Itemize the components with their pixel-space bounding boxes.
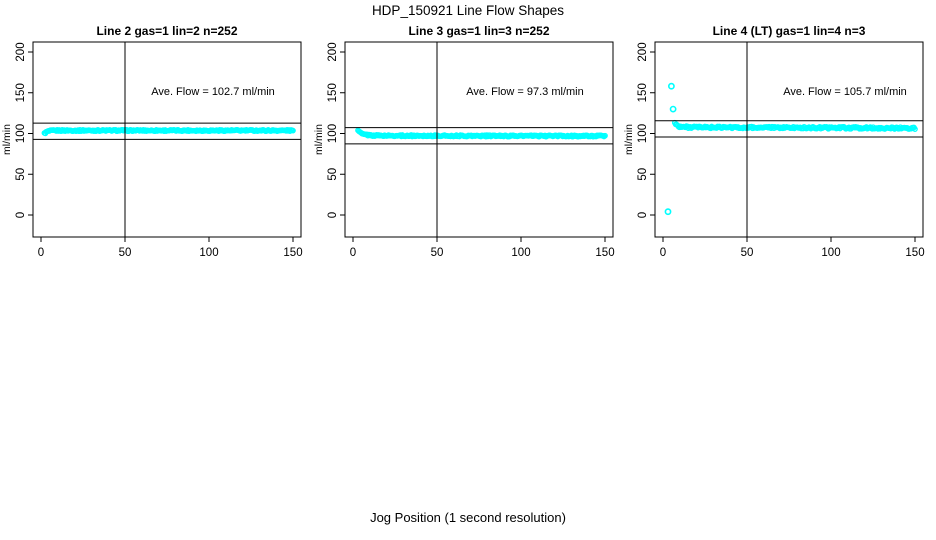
- x-tick-label: 150: [283, 247, 302, 259]
- plot-box: [344, 41, 614, 238]
- y-tick-label: 150: [327, 83, 339, 102]
- plot-box: [32, 41, 302, 238]
- x-tick-label: 100: [511, 247, 530, 259]
- panel-2-plot: 0 50 100 150 0 50 100 150 200 ml/min: [313, 41, 615, 259]
- y-tick-label: 100: [637, 124, 649, 143]
- outlier-point: [669, 105, 677, 113]
- x-axis-label: Jog Position (1 second resolution): [370, 510, 566, 525]
- panel-2-ave-flow-annotation: Ave. Flow = 97.3 ml/min: [466, 86, 584, 98]
- y-tick-label: 0: [15, 212, 27, 218]
- page-title: HDP_150921 Line Flow Shapes: [371, 3, 565, 18]
- data-point: [290, 127, 296, 134]
- y-tick-label: 200: [637, 42, 649, 61]
- y-tick-label: 100: [327, 124, 339, 143]
- y-tick-label: 100: [15, 124, 27, 143]
- y-tick-label: 50: [637, 168, 649, 181]
- panel-2-title: Line 3 gas=1 lin=3 n=252: [408, 24, 550, 38]
- y-axis-title: ml/min: [623, 124, 635, 155]
- x-tick-label: 100: [821, 247, 840, 259]
- y-tick-label: 0: [637, 212, 649, 218]
- x-tick-label: 0: [38, 247, 44, 259]
- y-tick-label: 0: [327, 212, 339, 218]
- x-tick-label: 50: [119, 247, 132, 259]
- y-tick-label: 200: [15, 42, 27, 61]
- panel-1-plot: 0 50 100 150 0 50 100 150 200 ml/min: [1, 41, 303, 259]
- x-tick-label: 150: [595, 247, 614, 259]
- y-tick-label: 50: [327, 168, 339, 181]
- data-point: [912, 126, 918, 132]
- outlier-point: [664, 208, 672, 216]
- panel-3-ave-flow-annotation: Ave. Flow = 105.7 ml/min: [783, 86, 907, 98]
- x-tick-label: 50: [431, 247, 444, 259]
- y-axis-title: ml/min: [313, 124, 325, 155]
- y-tick-label: 150: [15, 83, 27, 102]
- x-tick-label: 0: [660, 247, 666, 259]
- y-axis-title: ml/min: [1, 124, 13, 155]
- y-tick-label: 150: [637, 83, 649, 102]
- outlier-point: [668, 82, 675, 90]
- panel-1-title: Line 2 gas=1 lin=2 n=252: [96, 24, 238, 38]
- x-tick-label: 100: [199, 247, 218, 259]
- x-tick-label: 0: [350, 247, 356, 259]
- x-tick-label: 150: [905, 247, 924, 259]
- panel-1-ave-flow-annotation: Ave. Flow = 102.7 ml/min: [151, 86, 275, 98]
- panel-3-title: Line 4 (LT) gas=1 lin=4 n=3: [712, 24, 866, 38]
- panel-3-plot: 0 50 100 150 0 50 100 150 200 ml/min: [623, 41, 925, 259]
- y-tick-label: 50: [15, 168, 27, 181]
- plot-box: [654, 41, 924, 238]
- data-point: [602, 132, 608, 139]
- y-tick-label: 200: [327, 42, 339, 61]
- x-tick-label: 50: [741, 247, 754, 259]
